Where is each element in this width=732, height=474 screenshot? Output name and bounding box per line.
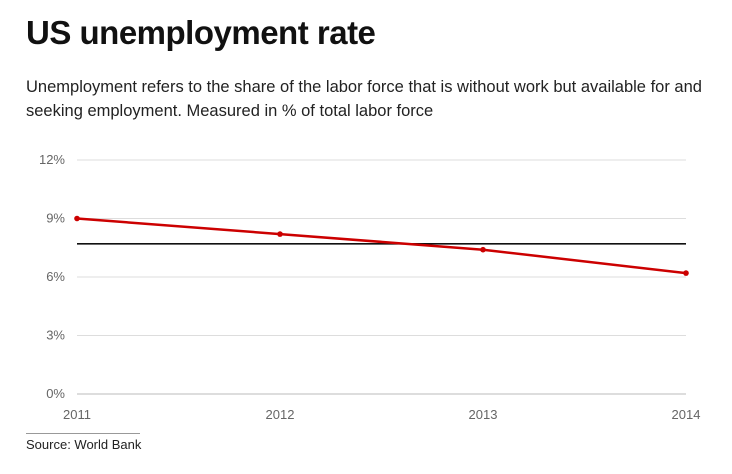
- series-line: [76, 217, 687, 275]
- source-divider: [26, 433, 140, 434]
- chart-subtitle: Unemployment refers to the share of the …: [26, 78, 702, 120]
- x-tick-label: 2013: [469, 407, 498, 422]
- x-tick-label: 2014: [672, 407, 701, 422]
- data-point: [683, 270, 689, 276]
- y-tick-label: 0%: [46, 386, 65, 401]
- y-tick-label: 9%: [46, 211, 65, 226]
- gridlines: [77, 159, 686, 395]
- y-axis-ticks: 0% 3% 6% 9% 12%: [39, 152, 65, 401]
- data-point: [277, 231, 283, 237]
- data-point: [74, 215, 80, 222]
- chart-title: US unemployment rate: [26, 14, 376, 51]
- source-note: Source: World Bank: [26, 437, 142, 452]
- y-tick-label: 3%: [46, 328, 65, 343]
- series-group: [74, 215, 689, 276]
- y-tick-label: 6%: [46, 269, 65, 284]
- data-point: [480, 246, 486, 253]
- x-axis-ticks: 2011 2012 2013 2014: [63, 407, 700, 422]
- y-tick-label: 12%: [39, 152, 65, 167]
- x-tick-label: 2011: [63, 407, 91, 422]
- x-tick-label: 2012: [266, 407, 295, 422]
